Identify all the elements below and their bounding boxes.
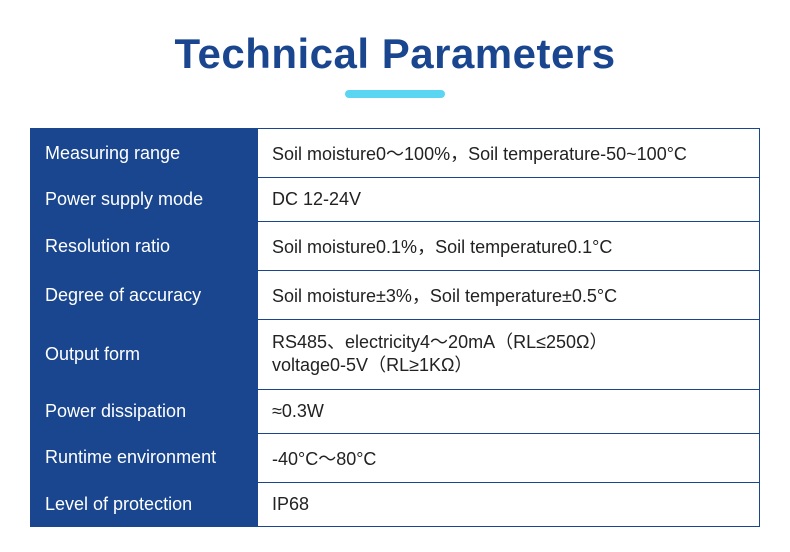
param-value: Soil moisture±3%，Soil temperature±0.5°C (258, 271, 760, 320)
param-label: Runtime environment (31, 433, 258, 482)
table-row: Power supply mode DC 12-24V (31, 178, 760, 222)
parameters-table: Measuring range Soil moisture0～100%，Soil… (30, 128, 760, 527)
param-value: -40°C～80°C (258, 433, 760, 482)
param-label: Level of protection (31, 482, 258, 526)
param-label: Output form (31, 320, 258, 390)
param-value: RS485、electricity4～20mA（RL≤250Ω）voltage0… (258, 320, 760, 390)
param-value: DC 12-24V (258, 178, 760, 222)
param-value: ≈0.3W (258, 389, 760, 433)
param-label: Measuring range (31, 129, 258, 178)
table-row: Degree of accuracy Soil moisture±3%，Soil… (31, 271, 760, 320)
table-row: Measuring range Soil moisture0～100%，Soil… (31, 129, 760, 178)
table-row: Output form RS485、electricity4～20mA（RL≤2… (31, 320, 760, 390)
page-container: Technical Parameters Measuring range Soi… (0, 0, 790, 527)
param-value: IP68 (258, 482, 760, 526)
page-title: Technical Parameters (30, 30, 760, 78)
table-row: Power dissipation ≈0.3W (31, 389, 760, 433)
param-label: Resolution ratio (31, 222, 258, 271)
param-value: Soil moisture0～100%，Soil temperature-50~… (258, 129, 760, 178)
param-label: Power supply mode (31, 178, 258, 222)
table-row: Runtime environment -40°C～80°C (31, 433, 760, 482)
param-label: Degree of accuracy (31, 271, 258, 320)
table-row: Resolution ratio Soil moisture0.1%，Soil … (31, 222, 760, 271)
table-row: Level of protection IP68 (31, 482, 760, 526)
param-label: Power dissipation (31, 389, 258, 433)
param-value: Soil moisture0.1%，Soil temperature0.1°C (258, 222, 760, 271)
title-underline (345, 90, 445, 98)
parameters-tbody: Measuring range Soil moisture0～100%，Soil… (31, 129, 760, 527)
